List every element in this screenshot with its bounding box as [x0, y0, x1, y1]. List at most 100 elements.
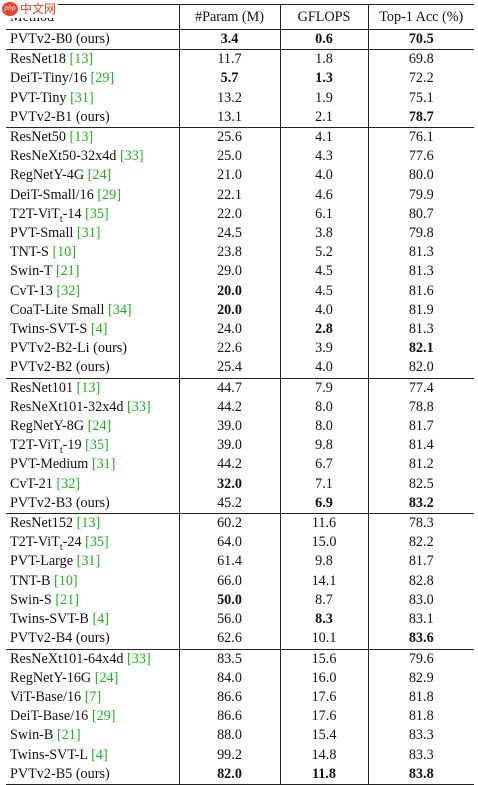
method-cell: RegNetY-16G [24]	[6, 668, 180, 688]
top1-acc-cell: 83.0	[368, 591, 474, 610]
top1-acc-cell-value: 83.3	[408, 727, 434, 744]
citation-link[interactable]: [4]	[92, 611, 109, 628]
citation-link[interactable]: [29]	[97, 186, 121, 203]
method-cell: PVTv2-B0 (ours)	[6, 29, 180, 50]
citation-link[interactable]: [21]	[56, 727, 81, 744]
param-cell: 25.6	[179, 127, 281, 148]
gflops-cell: 6.9	[280, 493, 369, 514]
top1-acc-cell: 81.3	[368, 243, 474, 262]
gflops-cell-value: 7.1	[315, 475, 333, 492]
table-row: T2T-ViTt-24 [35] 64.0 15.0 82.2	[6, 533, 474, 553]
citation-link[interactable]: [32]	[56, 282, 81, 299]
citation-link[interactable]: [35]	[85, 205, 109, 222]
param-cell: 29.0	[179, 262, 281, 282]
top1-acc-cell-value: 82.8	[408, 572, 434, 589]
method-name-suffix: -14	[62, 205, 86, 222]
citation-link[interactable]: [29]	[91, 708, 116, 725]
method-cell: Twins-SVT-S [4]	[6, 320, 180, 340]
method-cell: RegNetY-8G [24]	[6, 417, 180, 437]
top1-acc-cell-value: 72.2	[408, 70, 434, 87]
method-cell: PVT-Large [31]	[6, 552, 180, 572]
method-name: PVT-Tiny	[10, 89, 71, 106]
citation-link[interactable]: [29]	[90, 70, 115, 87]
citation-link[interactable]: [13]	[69, 51, 94, 68]
top1-acc-cell: 72.2	[368, 69, 474, 88]
gflops-cell: 4.5	[280, 281, 369, 301]
top1-acc-cell: 81.3	[368, 320, 474, 339]
citation-link[interactable]: [7]	[84, 688, 102, 705]
param-cell-value: 23.8	[217, 244, 242, 261]
table-row: T2T-ViTt-14 [35] 22.0 6.1 80.7	[6, 204, 474, 225]
citation-link[interactable]: [33]	[127, 398, 151, 415]
citation-link[interactable]: [10]	[52, 244, 77, 261]
table-row: PVTv2-B3 (ours) 45.2 6.9 83.2	[6, 493, 474, 514]
gflops-cell-value: 4.1	[315, 129, 333, 146]
top1-acc-cell-value: 79.6	[408, 650, 434, 667]
top1-acc-cell: 81.9	[368, 301, 474, 320]
top1-acc-cell: 78.3	[368, 513, 474, 534]
top1-acc-cell: 77.6	[368, 147, 474, 166]
table-row: PVTv2-B4 (ours) 62.6 10.1 83.6	[6, 629, 474, 649]
citation-link[interactable]: [13]	[69, 129, 94, 146]
method-cell: PVTv2-B2 (ours)	[6, 358, 180, 379]
citation-link[interactable]: [21]	[55, 263, 80, 280]
gflops-cell-value: 4.0	[315, 301, 333, 318]
citation-link[interactable]: [4]	[91, 746, 108, 763]
param-cell-value: 20.0	[217, 282, 242, 299]
citation-link[interactable]: [31]	[91, 456, 116, 473]
gflops-cell: 14.8	[280, 745, 369, 765]
method-name: DeiT-Base/16	[10, 708, 92, 725]
table-row: TNT-S [10] 23.8 5.2 81.3	[6, 243, 474, 263]
top1-acc-cell: 82.9	[368, 669, 474, 688]
table-row: ViT-Base/16 [7] 86.6 17.6 81.8	[6, 687, 474, 708]
gflops-cell-value: 4.0	[315, 167, 333, 184]
gflops-cell: 8.0	[280, 397, 369, 418]
citation-link[interactable]: [34]	[108, 301, 132, 318]
method-name: Swin-S	[10, 591, 56, 608]
citation-link[interactable]: [31]	[76, 553, 101, 570]
param-cell: 99.2	[179, 745, 281, 765]
citation-link[interactable]: [24]	[94, 669, 119, 686]
param-cell-value: 44.7	[217, 379, 242, 396]
citation-link[interactable]: [33]	[119, 148, 144, 165]
method-name: ResNet50	[10, 129, 70, 146]
citation-link[interactable]: [35]	[85, 534, 109, 551]
citation-link[interactable]: [13]	[76, 515, 101, 532]
gflops-cell: 11.8	[280, 764, 369, 785]
method-subscript: t	[59, 213, 63, 225]
citation-link[interactable]: [21]	[55, 591, 79, 608]
citation-link[interactable]: [13]	[76, 379, 101, 396]
gflops-cell-value: 8.3	[315, 611, 333, 628]
method-name: DeiT-Tiny/16	[10, 70, 91, 87]
citation-link[interactable]: [32]	[56, 475, 81, 492]
gflops-cell: 8.3	[280, 610, 369, 630]
citation-link[interactable]: [35]	[85, 437, 109, 454]
citation-link[interactable]: [33]	[127, 650, 151, 667]
param-cell: 66.0	[179, 571, 281, 591]
citation-link[interactable]: [10]	[54, 572, 78, 589]
param-cell: 44.2	[179, 397, 281, 418]
table-row: Twins-SVT-B [4] 56.0 8.3 83.1	[6, 610, 474, 630]
top1-acc-cell-value: 81.8	[408, 688, 434, 705]
table-row: Twins-SVT-L [4] 99.2 14.8 83.3	[6, 745, 474, 765]
method-name: PVT-Medium	[10, 456, 92, 473]
citation-link[interactable]: [4]	[90, 321, 108, 338]
gflops-cell: 17.6	[280, 687, 369, 708]
citation-link[interactable]: [31]	[70, 89, 94, 106]
gflops-cell: 10.1	[280, 629, 369, 649]
method-cell: RegNetY-4G [24]	[6, 166, 180, 186]
top1-acc-cell-value: 76.1	[408, 129, 434, 146]
gflops-cell-value: 8.0	[315, 418, 333, 435]
method-name: Swin-T	[10, 263, 56, 280]
citation-link[interactable]: [31]	[76, 225, 101, 242]
param-cell-value: 88.0	[217, 727, 242, 744]
param-cell-value: 99.2	[217, 746, 242, 763]
method-cell: CoaT-Lite Small [34]	[6, 300, 180, 321]
param-cell: 5.7	[179, 69, 281, 89]
method-name: PVTv2-B3 (ours)	[10, 494, 110, 511]
param-cell-value: 13.1	[217, 108, 242, 125]
citation-link[interactable]: [24]	[87, 418, 112, 435]
top1-acc-cell: 83.2	[368, 494, 474, 514]
method-name-suffix: -24	[62, 534, 86, 551]
citation-link[interactable]: [24]	[87, 167, 112, 184]
